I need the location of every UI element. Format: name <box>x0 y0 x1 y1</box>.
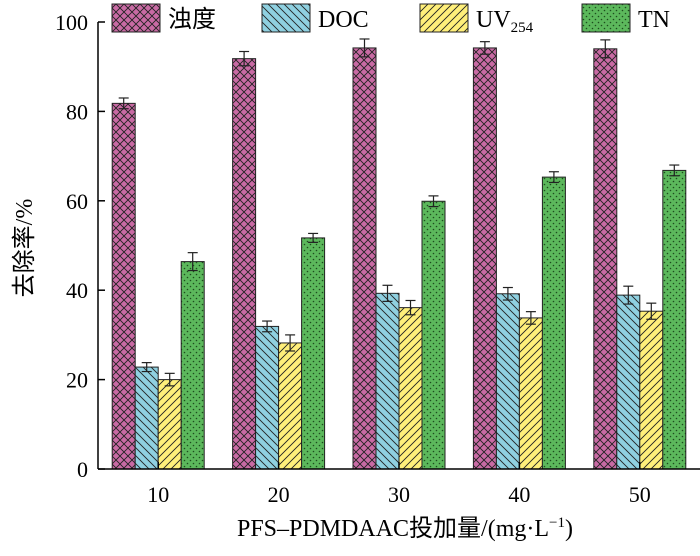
y-tick-label-4: 80 <box>66 99 88 124</box>
bars-layer <box>111 38 687 470</box>
bar-3-1 <box>495 293 520 470</box>
legend-item-0: 浊度 <box>111 3 216 33</box>
bar-2-0 <box>352 47 377 470</box>
y-tick-label-5: 100 <box>55 10 88 35</box>
bar-3-2 <box>518 317 543 470</box>
legend-item-3: TN <box>581 3 670 33</box>
bar-1-2 <box>278 342 303 470</box>
bar-0-2 <box>157 379 182 470</box>
legend-label-2: UV254 <box>476 7 534 36</box>
legend-swatch-0 <box>111 3 161 33</box>
error-bar-4-3 <box>669 164 680 177</box>
error-bar-1-2 <box>285 334 296 352</box>
legend-item-1: DOC <box>261 3 369 33</box>
legend-swatch-2 <box>419 3 469 33</box>
error-bar-4-0 <box>600 39 611 59</box>
bar-2-3 <box>421 200 446 470</box>
legend-swatch-3 <box>581 3 631 33</box>
error-bar-3-2 <box>525 311 536 325</box>
error-bar-3-1 <box>502 286 513 301</box>
error-bar-1-1 <box>262 320 273 333</box>
x-tick-label-4: 50 <box>629 482 651 507</box>
y-tick-label-2: 40 <box>66 278 88 303</box>
error-bar-3-0 <box>479 41 490 55</box>
y-axis-label: 去除率/% <box>11 199 38 298</box>
error-bar-2-0 <box>359 38 370 58</box>
error-bar-4-2 <box>646 302 657 320</box>
error-bar-2-1 <box>382 284 393 302</box>
bar-2-2 <box>398 307 423 470</box>
bar-0-0 <box>111 102 136 470</box>
y-tick-label-0: 0 <box>77 457 88 482</box>
x-tick-label-0: 10 <box>147 482 169 507</box>
x-tick-label-2: 30 <box>388 482 410 507</box>
bar-1-1 <box>255 325 280 470</box>
legend-label-0: 浊度 <box>168 6 216 33</box>
error-bar-2-2 <box>405 299 416 316</box>
error-bar-0-0 <box>118 97 129 110</box>
x-axis-label-superscript: −1 <box>549 515 565 531</box>
error-bar-0-1 <box>141 362 152 373</box>
y-tick-label-1: 20 <box>66 368 88 393</box>
error-bar-4-1 <box>623 285 634 305</box>
bar-4-3 <box>662 169 687 470</box>
error-bar-1-0 <box>239 50 250 67</box>
bar-2-1 <box>375 292 400 470</box>
axes-layer: 0 20 40 60 80 100 10 20 30 40 50 <box>55 10 700 507</box>
legend-item-2: UV254 <box>419 3 534 36</box>
error-bar-0-2 <box>164 372 175 387</box>
x-axis-label-end: ) <box>565 516 573 542</box>
legend-swatch-1 <box>261 3 311 33</box>
error-bar-3-3 <box>548 171 559 184</box>
x-axis-label: PFS–PDMDAAC投加量/(mg·L−1) <box>237 515 573 542</box>
x-tick-label-3: 40 <box>508 482 530 507</box>
error-bar-2-3 <box>428 195 439 208</box>
bar-1-3 <box>301 237 326 470</box>
bar-3-0 <box>472 47 497 470</box>
bar-4-1 <box>616 294 641 470</box>
error-bar-1-3 <box>308 232 319 243</box>
legend-label-1: DOC <box>318 7 369 33</box>
bar-4-2 <box>639 310 664 470</box>
x-axis-label-main: PFS–PDMDAAC投加量/(mg·L <box>237 515 549 542</box>
error-bar-0-3 <box>187 252 198 272</box>
bar-1-0 <box>232 58 257 470</box>
bar-3-3 <box>541 176 566 470</box>
x-tick-label-1: 20 <box>268 482 290 507</box>
bar-0-3 <box>180 261 205 470</box>
bar-4-0 <box>593 48 618 470</box>
legend-label-3: TN <box>638 7 670 33</box>
bar-0-1 <box>134 366 159 470</box>
y-tick-label-3: 60 <box>66 189 88 214</box>
legend: 浊度 DOC UV254 TN <box>111 3 670 36</box>
